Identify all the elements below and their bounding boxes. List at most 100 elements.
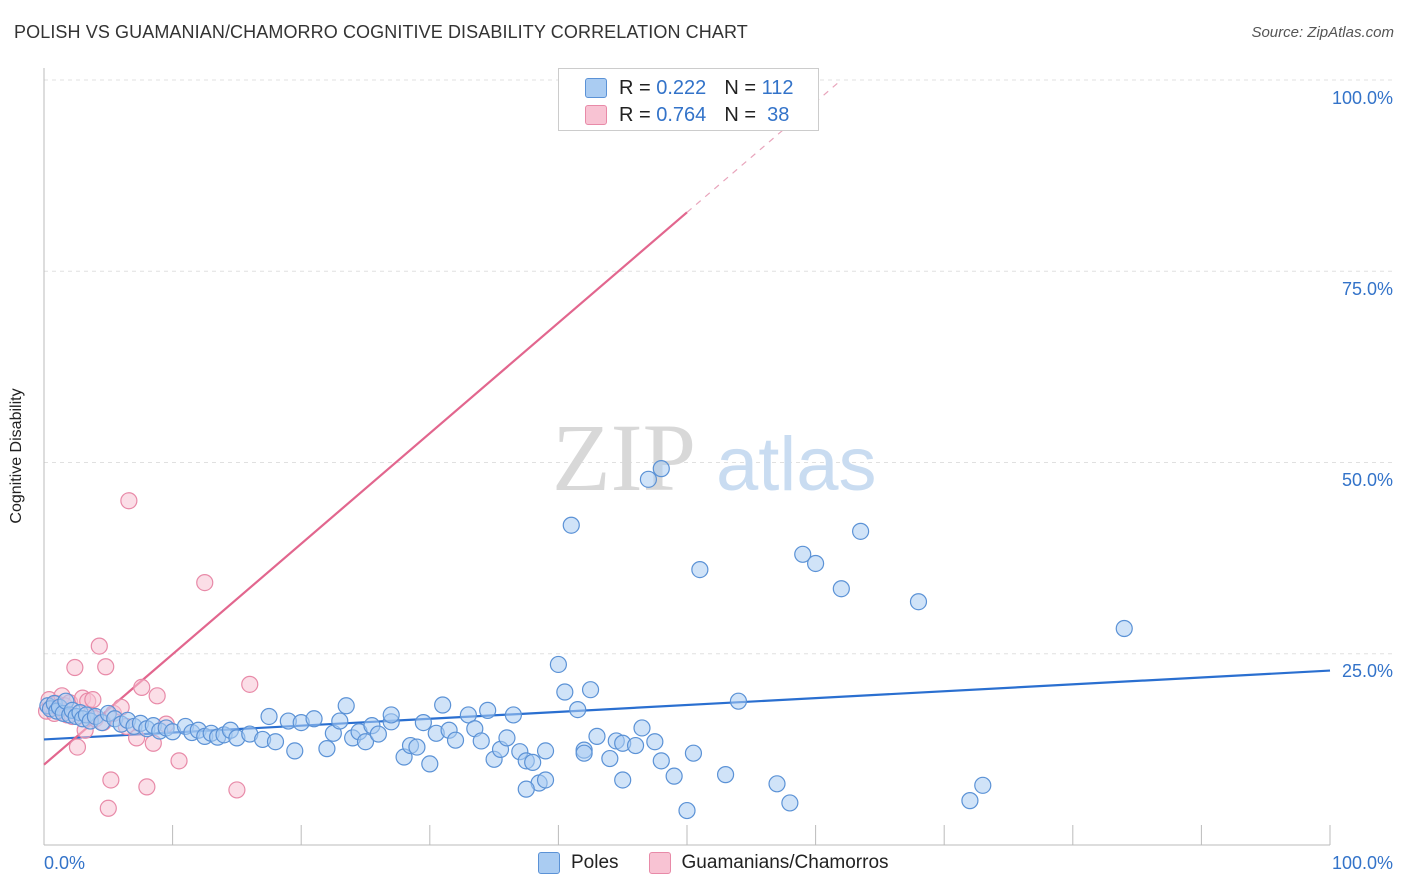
watermark-atlas: atlas xyxy=(716,422,877,507)
poles-point-104 xyxy=(961,792,979,810)
guam-point-27 xyxy=(120,492,138,510)
poles-n-label: N = xyxy=(724,76,756,99)
poles-point-97 xyxy=(768,775,786,793)
poles-point-38 xyxy=(260,707,278,726)
poles-point-94 xyxy=(691,560,709,579)
legend-row-guam: R = 0.764 N = 38 xyxy=(585,104,789,126)
guam-legend-swatch xyxy=(648,852,671,874)
poles-point-109 xyxy=(517,780,535,798)
poles-point-71 xyxy=(504,706,522,724)
guam-swatch xyxy=(585,105,607,125)
poles-point-39 xyxy=(266,733,285,751)
poles-point-67 xyxy=(479,701,497,719)
poles-point-92 xyxy=(678,801,696,820)
poles-point-47 xyxy=(337,697,355,715)
guam-legend-label: Guamanians/Chamorros xyxy=(681,852,889,873)
legend-item-guam: Guamanians/Chamorros xyxy=(648,852,889,874)
guam-point-12 xyxy=(68,738,87,756)
poles-trend-line xyxy=(43,669,1331,741)
guam-point-21 xyxy=(97,658,115,676)
poles-point-78 xyxy=(556,683,574,701)
guam-n-label: N = xyxy=(724,103,756,126)
guam-point-19 xyxy=(90,637,108,655)
poles-point-79 xyxy=(562,516,580,534)
poles-legend-swatch xyxy=(538,852,560,874)
poles-point-84 xyxy=(601,749,619,768)
poles-point-99 xyxy=(794,545,812,563)
poles-point-61 xyxy=(434,696,452,714)
poles-point-66 xyxy=(472,732,490,750)
guam-point-35 xyxy=(196,574,214,592)
series-legend: Poles Guamanians/Chamorros xyxy=(538,852,919,874)
poles-point-43 xyxy=(305,710,323,728)
y-tick-label-50: 50.0% xyxy=(1342,470,1393,490)
poles-point-57 xyxy=(408,738,426,756)
guam-r-value: 0.764 xyxy=(656,103,707,126)
guam-point-17 xyxy=(84,691,102,709)
poles-point-44 xyxy=(318,740,336,758)
poles-point-96 xyxy=(729,692,748,710)
poles-point-98 xyxy=(781,794,799,812)
data-points xyxy=(37,460,1133,820)
tick-labels: 100.0% 75.0% 50.0% 25.0% 0.0% 100.0% xyxy=(44,88,1393,873)
poles-point-58 xyxy=(414,713,432,732)
guam-point-34 xyxy=(170,752,188,770)
watermark: ZIP atlas xyxy=(552,404,877,511)
guam-point-30 xyxy=(138,778,156,796)
chart-title: POLISH VS GUAMANIAN/CHAMORRO COGNITIVE D… xyxy=(14,22,748,42)
poles-point-106 xyxy=(1115,619,1133,638)
poles-point-89 xyxy=(646,733,664,751)
poles-point-110 xyxy=(536,771,555,789)
guam-point-11 xyxy=(66,658,84,677)
guam-point-23 xyxy=(102,771,120,789)
x-tick-label-100: 100.0% xyxy=(1332,853,1393,873)
poles-point-101 xyxy=(832,580,850,598)
guam-n-value: 38 xyxy=(767,103,790,126)
poles-point-64 xyxy=(459,706,477,724)
guam-point-32 xyxy=(148,687,166,705)
poles-point-50 xyxy=(356,733,375,751)
guam-point-22 xyxy=(99,799,117,817)
poles-point-52 xyxy=(369,725,387,743)
poles-point-87 xyxy=(626,736,645,755)
legend-row-poles: R = 0.222 N = 112 xyxy=(585,77,793,99)
guam-r-label: R = xyxy=(619,103,651,126)
poles-point-77 xyxy=(549,655,568,674)
watermark-zip: ZIP xyxy=(552,404,696,511)
poles-point-80 xyxy=(569,700,587,719)
poles-point-112 xyxy=(614,771,632,789)
poles-point-46 xyxy=(331,712,349,730)
poles-point-108 xyxy=(652,460,670,478)
poles-point-54 xyxy=(382,706,400,724)
y-tick-label-25: 25.0% xyxy=(1342,661,1393,681)
poles-n-value: 112 xyxy=(761,76,794,99)
poles-point-59 xyxy=(421,755,439,773)
source-label: Source: ZipAtlas.com xyxy=(1251,24,1394,41)
poles-point-76 xyxy=(536,742,555,760)
poles-point-74 xyxy=(524,753,542,771)
x-tick-label-0: 0.0% xyxy=(44,853,85,873)
y-tick-label-100: 100.0% xyxy=(1332,88,1393,108)
poles-point-105 xyxy=(974,776,992,794)
poles-point-70 xyxy=(498,729,516,747)
guam-point-29 xyxy=(133,678,151,697)
poles-point-93 xyxy=(684,744,703,762)
poles-point-107 xyxy=(639,470,658,488)
poles-swatch xyxy=(585,78,607,98)
poles-point-82 xyxy=(581,681,600,699)
guam-point-36 xyxy=(228,781,246,799)
poles-point-63 xyxy=(446,731,465,749)
poles-point-91 xyxy=(665,767,683,785)
poles-r-value: 0.222 xyxy=(656,76,707,99)
poles-point-95 xyxy=(716,766,735,784)
guam-trend-line xyxy=(43,211,688,766)
poles-point-102 xyxy=(852,522,870,540)
y-tick-label-75: 75.0% xyxy=(1342,279,1393,299)
stats-legend: R = 0.222 N = 112 R = 0.764 N = 38 xyxy=(558,68,819,131)
legend-item-poles: Poles xyxy=(538,852,619,874)
gridlines xyxy=(44,79,1395,655)
y-axis-title: Cognitive Disability xyxy=(8,388,25,524)
poles-point-90 xyxy=(652,752,670,770)
guam-point-37 xyxy=(241,675,259,693)
